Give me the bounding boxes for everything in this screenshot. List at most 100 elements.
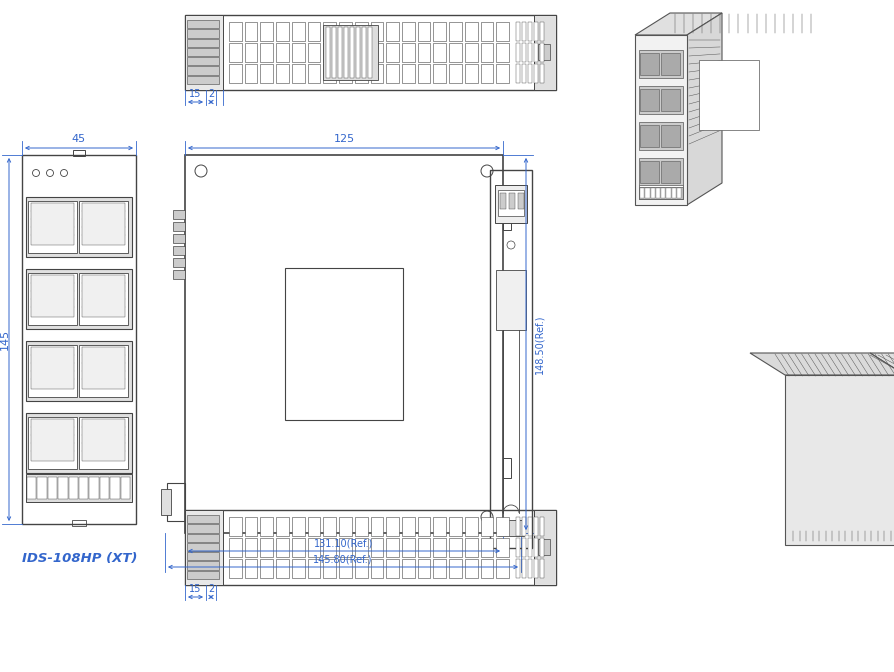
Bar xyxy=(540,559,544,578)
Bar xyxy=(370,517,384,536)
Bar xyxy=(516,22,520,41)
Bar xyxy=(402,22,415,41)
Bar xyxy=(386,43,399,62)
Bar xyxy=(185,15,556,90)
Bar xyxy=(528,538,532,557)
Bar xyxy=(481,538,493,557)
Polygon shape xyxy=(750,353,894,375)
Bar xyxy=(276,43,289,62)
Bar xyxy=(79,273,128,325)
Bar xyxy=(187,524,219,533)
Bar xyxy=(79,201,128,253)
Bar xyxy=(187,48,219,56)
Bar xyxy=(490,170,532,548)
Bar xyxy=(516,517,520,536)
Polygon shape xyxy=(785,375,894,545)
Bar xyxy=(386,517,399,536)
Bar xyxy=(308,559,320,578)
Bar xyxy=(229,22,241,41)
Bar xyxy=(639,187,683,199)
Bar xyxy=(465,22,477,41)
Bar xyxy=(28,345,77,397)
Bar xyxy=(639,122,683,150)
Bar xyxy=(534,43,538,62)
Bar xyxy=(245,43,257,62)
Bar xyxy=(173,246,185,255)
Bar xyxy=(434,517,446,536)
Bar xyxy=(72,520,86,526)
Bar xyxy=(651,188,654,198)
Bar xyxy=(82,419,125,461)
Bar xyxy=(110,477,120,499)
Bar xyxy=(528,559,532,578)
Bar xyxy=(434,22,446,41)
Bar xyxy=(538,539,550,555)
Bar xyxy=(324,43,336,62)
Text: 15: 15 xyxy=(190,584,202,594)
Bar xyxy=(185,15,223,90)
Bar xyxy=(402,538,415,557)
Bar xyxy=(27,477,37,499)
Bar xyxy=(276,538,289,557)
Bar xyxy=(417,64,430,83)
Bar xyxy=(522,22,526,41)
Bar xyxy=(640,161,659,183)
Bar xyxy=(79,417,128,469)
Bar xyxy=(28,417,77,469)
Bar xyxy=(370,559,384,578)
Bar xyxy=(496,64,509,83)
Bar xyxy=(173,234,185,243)
Bar xyxy=(640,125,659,147)
Bar xyxy=(534,22,538,41)
Bar xyxy=(481,22,493,41)
Bar xyxy=(161,489,171,515)
Bar xyxy=(260,559,274,578)
Bar xyxy=(58,477,68,499)
Bar xyxy=(31,203,74,245)
Bar xyxy=(187,67,219,75)
Bar xyxy=(496,517,509,536)
Bar xyxy=(534,559,538,578)
Bar xyxy=(323,25,378,80)
Bar xyxy=(661,89,680,111)
Bar xyxy=(121,477,130,499)
Bar xyxy=(481,64,493,83)
Bar xyxy=(640,53,659,75)
Bar xyxy=(291,559,305,578)
Polygon shape xyxy=(687,13,722,205)
Bar xyxy=(498,520,524,536)
Bar xyxy=(496,559,509,578)
Bar xyxy=(187,515,219,523)
Text: 131.10(Ref.): 131.10(Ref.) xyxy=(315,538,374,548)
Bar xyxy=(229,43,241,62)
Bar xyxy=(465,43,477,62)
Text: 125: 125 xyxy=(333,134,355,144)
Bar xyxy=(386,538,399,557)
Bar xyxy=(434,538,446,557)
Bar xyxy=(324,559,336,578)
Bar xyxy=(666,188,670,198)
Bar xyxy=(82,347,125,389)
Bar xyxy=(26,269,132,329)
Bar xyxy=(503,458,511,478)
Text: 145.80(Ref.): 145.80(Ref.) xyxy=(313,554,373,564)
Bar xyxy=(368,27,372,78)
Bar xyxy=(26,413,132,473)
Bar xyxy=(417,22,430,41)
Text: 45: 45 xyxy=(72,134,86,144)
Bar xyxy=(534,538,538,557)
Bar xyxy=(417,538,430,557)
Bar xyxy=(661,188,665,198)
Bar xyxy=(276,22,289,41)
Text: IDS-108HP (XT): IDS-108HP (XT) xyxy=(22,552,138,565)
Bar xyxy=(522,43,526,62)
Bar xyxy=(503,210,511,230)
Bar xyxy=(516,538,520,557)
Bar xyxy=(79,345,128,397)
Bar xyxy=(495,185,527,223)
Bar xyxy=(245,559,257,578)
Bar xyxy=(449,538,462,557)
Bar xyxy=(496,22,509,41)
Bar xyxy=(402,517,415,536)
Bar xyxy=(69,477,78,499)
